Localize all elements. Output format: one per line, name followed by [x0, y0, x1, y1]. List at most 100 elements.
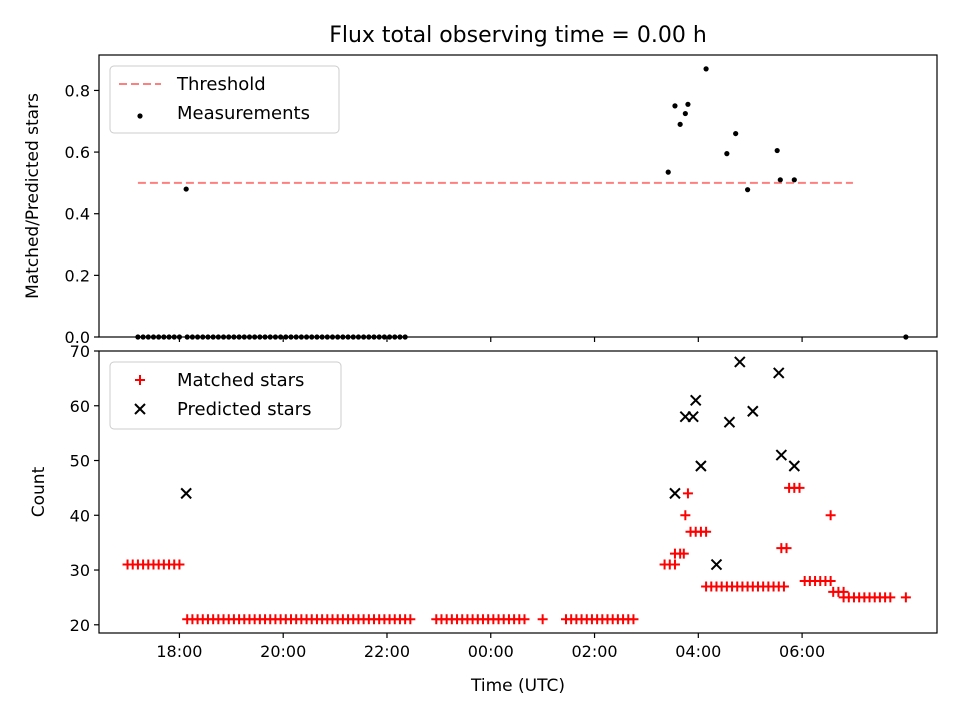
measurement-point — [724, 151, 730, 157]
measurement-point — [350, 334, 356, 340]
measurement-point — [309, 334, 315, 340]
matched-star-point — [537, 614, 548, 625]
measurement-point — [314, 334, 320, 340]
measurement-point — [278, 334, 284, 340]
measurement-point — [381, 334, 387, 340]
matched-star-point — [701, 526, 712, 537]
y-axis-label: Count — [29, 466, 49, 517]
matched-star-point — [174, 559, 185, 570]
measurement-point — [682, 110, 688, 117]
y-tick-label: 0.4 — [65, 205, 90, 224]
measurement-point — [241, 334, 247, 340]
y-tick-label: 0.8 — [65, 81, 90, 100]
measurement-point — [262, 334, 268, 340]
measurement-point — [335, 334, 341, 340]
x-tick-label: 20:00 — [260, 642, 306, 661]
predicted-star-point — [747, 405, 759, 417]
measurement-point — [156, 334, 162, 340]
matched-star-point — [794, 482, 805, 493]
legend-label: Measurements — [177, 103, 310, 124]
measurement-point — [319, 334, 325, 340]
matched-star-point — [825, 575, 836, 586]
measurement-point — [283, 334, 289, 340]
measurement-point — [903, 334, 909, 340]
measurement-point — [145, 334, 151, 340]
measurement-point — [205, 334, 211, 340]
measurement-point — [774, 147, 780, 154]
measurement-point — [166, 334, 172, 340]
y-tick-label: 20 — [70, 616, 90, 635]
y-tick-label: 60 — [70, 397, 90, 416]
legend-label: Matched stars — [177, 370, 304, 391]
measurement-point — [745, 187, 751, 193]
y-tick-label: 70 — [70, 342, 90, 361]
x-tick-label: 00:00 — [468, 642, 514, 661]
measurement-point — [361, 334, 367, 340]
measurement-point — [161, 334, 167, 340]
predicted-star-point — [788, 460, 801, 472]
measurement-point — [665, 169, 671, 175]
measurement-point — [226, 334, 232, 340]
legend-predicted-swatch — [134, 403, 146, 415]
measurement-point — [210, 334, 216, 340]
measurement-point — [324, 334, 330, 340]
measurement-point — [194, 334, 201, 340]
measurement-point — [371, 334, 377, 340]
measurement-point — [288, 334, 294, 340]
measurement-point — [215, 334, 221, 340]
y-tick-label: 30 — [70, 561, 90, 580]
predicted-star-point — [687, 411, 699, 423]
predicted-star-point — [773, 367, 785, 379]
matched-star-point — [669, 559, 680, 570]
measurement-point — [303, 334, 310, 340]
predicted-star-point — [775, 449, 788, 461]
measurement-point — [231, 334, 237, 340]
measurement-point — [257, 334, 263, 340]
predicted-star-point — [690, 394, 702, 406]
matched-star-point — [519, 614, 530, 625]
measurement-point — [176, 334, 183, 340]
matched-star-point — [778, 581, 789, 592]
measurement-point — [236, 334, 242, 340]
x-tick-label: 02:00 — [571, 642, 617, 661]
y-tick-label: 0.6 — [65, 143, 90, 162]
x-tick-label: 06:00 — [779, 642, 825, 661]
measurement-point — [272, 334, 279, 340]
measurement-point — [200, 334, 206, 340]
measurement-point — [140, 334, 146, 340]
measurement-point — [298, 334, 304, 340]
plot-area — [122, 356, 911, 625]
y-tick-label: 50 — [70, 452, 90, 471]
legend-box — [109, 65, 340, 134]
measurement-point — [184, 334, 190, 340]
measurement-point — [392, 334, 398, 340]
measurement-point — [703, 66, 709, 72]
measurement-point — [355, 334, 362, 340]
measurement-point — [135, 334, 141, 340]
measurement-point — [672, 103, 678, 109]
measurement-point — [777, 177, 783, 183]
measurement-point — [293, 334, 299, 340]
measurement-point — [397, 334, 403, 340]
y-tick-label: 0.0 — [65, 328, 90, 347]
axes-ratio: 0.0 0.2 0.4 0.6 0.8 Matched/Predicted stars Th… — [23, 54, 938, 347]
measurement-point — [267, 334, 273, 340]
measurement-point — [685, 101, 691, 107]
plot-area — [135, 66, 909, 340]
chart-title: Flux total observing time = 0.00 h — [329, 23, 707, 48]
x-tick-label: 04:00 — [675, 642, 721, 661]
measurement-point — [189, 334, 195, 340]
measurement-point — [183, 186, 189, 192]
predicted-star-point — [723, 416, 736, 428]
measurement-point — [150, 334, 157, 340]
matched-star-point — [682, 488, 693, 499]
y-tick-label: 0.2 — [65, 266, 90, 285]
measurement-point — [791, 177, 797, 183]
measurement-point — [246, 334, 253, 340]
legend-label: Predicted stars — [177, 399, 311, 420]
predicted-star-point — [695, 460, 707, 472]
matched-star-point — [628, 614, 639, 625]
legend-measurement-swatch — [137, 113, 143, 119]
measurement-point — [376, 334, 382, 340]
